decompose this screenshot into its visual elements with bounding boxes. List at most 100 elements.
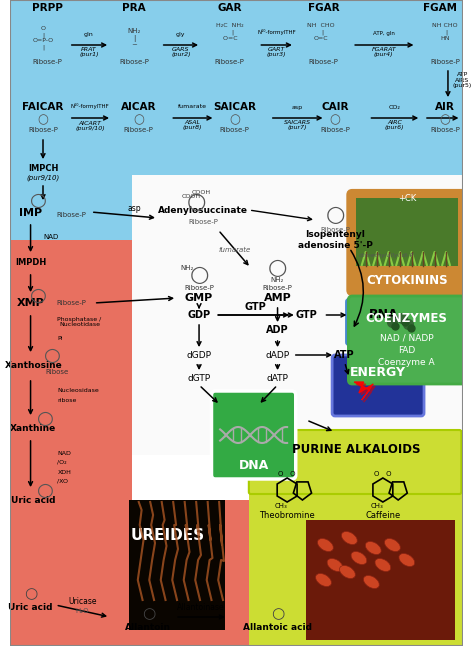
Ellipse shape [327, 558, 343, 572]
Text: ○: ○ [30, 191, 47, 209]
FancyBboxPatch shape [332, 355, 424, 416]
Text: ribose: ribose [57, 397, 77, 402]
Text: (pur9/10): (pur9/10) [27, 175, 60, 182]
Ellipse shape [365, 541, 381, 554]
Text: AIR: AIR [435, 102, 455, 112]
Text: FAICAR: FAICAR [22, 102, 64, 112]
Ellipse shape [351, 552, 367, 565]
FancyBboxPatch shape [348, 296, 465, 384]
Text: +CK: +CK [398, 194, 416, 202]
Text: ATP, gln: ATP, gln [373, 30, 395, 36]
Text: Ribose-P: Ribose-P [119, 59, 149, 65]
Text: AMP: AMP [264, 293, 292, 303]
Bar [9, 500, 254, 646]
Bar [9, 0, 463, 175]
FancyBboxPatch shape [211, 391, 296, 479]
Text: Ribose: Ribose [46, 369, 69, 375]
Text: N¹⁰-formylTHF: N¹⁰-formylTHF [71, 103, 109, 109]
FancyBboxPatch shape [249, 430, 461, 494]
Bar [9, 175, 134, 240]
Text: FAD: FAD [398, 346, 415, 355]
Text: gln: gln [84, 32, 94, 37]
Text: ○: ○ [24, 587, 37, 601]
FancyBboxPatch shape [346, 299, 427, 345]
Text: Ribose-P: Ribose-P [430, 127, 460, 133]
Text: ○: ○ [325, 205, 345, 225]
Text: Ribose-P: Ribose-P [184, 285, 214, 291]
Text: dGDP: dGDP [187, 351, 211, 360]
Text: CH₃: CH₃ [371, 503, 383, 509]
Text: SAICARS
(pur7): SAICARS (pur7) [284, 120, 311, 130]
Text: Uric acid: Uric acid [11, 495, 55, 505]
Ellipse shape [316, 574, 331, 587]
Text: /XO: /XO [57, 479, 68, 483]
Text: Allantoin: Allantoin [125, 623, 171, 632]
Bar [356, 198, 457, 266]
Text: ASAL
(pur8): ASAL (pur8) [182, 120, 202, 130]
Text: FGARAT
(pur4): FGARAT (pur4) [372, 47, 396, 57]
Text: NAD: NAD [43, 234, 58, 240]
Text: Allantoic acid: Allantoic acid [243, 623, 312, 632]
Text: Ribose-P: Ribose-P [188, 219, 218, 225]
Ellipse shape [318, 539, 333, 552]
Text: ATP: ATP [334, 350, 355, 360]
Text: NH₂: NH₂ [271, 277, 284, 283]
Text: fumarate: fumarate [178, 103, 207, 109]
Text: GARS
(pur2): GARS (pur2) [171, 47, 191, 57]
Text: gly: gly [176, 32, 186, 37]
Text: IMPCH: IMPCH [28, 163, 58, 172]
Text: DNA: DNA [238, 459, 269, 472]
Text: ○: ○ [440, 114, 450, 127]
Text: CO₂: CO₂ [388, 105, 400, 110]
Text: AICAR: AICAR [121, 102, 156, 112]
Text: GMP: GMP [185, 293, 213, 303]
Text: Ribose-P: Ribose-P [57, 300, 87, 306]
Text: CH₃: CH₃ [275, 503, 288, 509]
Text: ENERGY: ENERGY [350, 366, 406, 379]
Text: COOH: COOH [182, 194, 201, 198]
Text: Ribose-P: Ribose-P [124, 127, 154, 133]
Ellipse shape [375, 558, 391, 572]
Text: Uric acid: Uric acid [9, 603, 53, 612]
Text: ○: ○ [186, 192, 206, 212]
Text: Ribose-P: Ribose-P [263, 285, 292, 291]
Polygon shape [356, 384, 375, 402]
Text: AICART
(pur9/10): AICART (pur9/10) [75, 121, 105, 131]
Text: ○: ○ [142, 607, 155, 621]
Text: Ribose-P: Ribose-P [320, 227, 350, 233]
Text: Ribose-P: Ribose-P [309, 59, 338, 65]
Text: GTP: GTP [295, 310, 317, 320]
Text: Ribose-P: Ribose-P [215, 59, 245, 65]
Text: N¹⁰-formylTHF: N¹⁰-formylTHF [257, 29, 296, 35]
Text: FGAM: FGAM [423, 3, 457, 13]
Bar [249, 430, 463, 646]
Text: ○: ○ [37, 481, 55, 499]
Text: NH₂
|
~: NH₂ | ~ [127, 28, 141, 48]
Text: ○: ○ [44, 346, 61, 364]
Text: PURINE ALKALOIDS: PURINE ALKALOIDS [292, 443, 420, 455]
Text: dADP: dADP [265, 351, 290, 360]
Text: UREIDES: UREIDES [130, 528, 204, 543]
Text: GAR: GAR [218, 3, 242, 13]
Text: IMPDH: IMPDH [15, 258, 46, 267]
Text: AIRC
(pur6): AIRC (pur6) [384, 120, 404, 130]
Text: ○: ○ [329, 114, 340, 127]
Text: ○: ○ [271, 607, 284, 621]
Text: SAICAR: SAICAR [213, 102, 256, 112]
Text: Ribose-P: Ribose-P [28, 127, 58, 133]
Text: Caffeine: Caffeine [365, 512, 401, 521]
Text: FGAR: FGAR [308, 3, 339, 13]
Text: Ribose-P: Ribose-P [57, 212, 87, 218]
Text: XDH: XDH [57, 470, 71, 475]
Text: asp: asp [292, 105, 303, 110]
Text: Xanthosine: Xanthosine [5, 360, 62, 370]
Text: Uricase: Uricase [68, 596, 97, 605]
Text: ○: ○ [37, 114, 48, 127]
Ellipse shape [341, 532, 357, 545]
Text: Ribose-P: Ribose-P [320, 127, 350, 133]
Text: GDP: GDP [188, 310, 210, 320]
Text: Nucleosidase: Nucleosidase [57, 388, 99, 393]
Polygon shape [354, 382, 374, 400]
Text: RNA: RNA [368, 307, 398, 320]
Text: O   O: O O [374, 471, 392, 477]
